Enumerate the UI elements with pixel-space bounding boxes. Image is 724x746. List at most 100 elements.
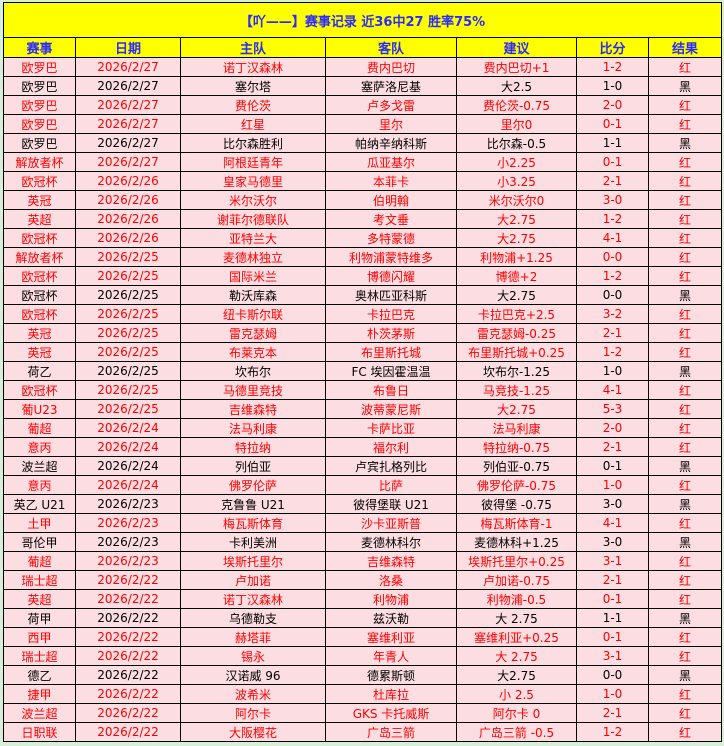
- tip-cell: 卡拉巴克+2.5: [456, 304, 577, 324]
- col-header-result: 结果: [647, 37, 723, 58]
- table-row: 哥伦甲 2026/2/23 卡利美洲 麦德林科尔 麦德林科+1.25 3-0 黑: [3, 532, 723, 552]
- date-cell: 2026/2/27: [75, 95, 181, 115]
- league-cell: 捷甲: [3, 684, 76, 704]
- date-cell: 2026/2/23: [75, 494, 181, 514]
- date-cell: 2026/2/27: [75, 133, 181, 153]
- away-team-cell: 帕纳辛纳科斯: [325, 133, 457, 153]
- away-team-cell: 布鲁日: [325, 380, 457, 400]
- tip-cell: 阿尔卡 0: [456, 703, 577, 723]
- result-cell: 黑: [647, 76, 723, 96]
- score-cell: 1-1: [576, 608, 649, 628]
- score-cell: 3-1: [576, 646, 649, 666]
- date-cell: 2026/2/23: [75, 532, 181, 552]
- league-cell: 欧冠杯: [3, 171, 76, 191]
- home-team-cell: 勒沃库森: [180, 285, 326, 305]
- result-cell: 红: [647, 95, 723, 115]
- league-cell: 英冠: [3, 342, 76, 362]
- result-cell: 红: [647, 57, 723, 77]
- result-cell: 红: [647, 304, 723, 324]
- tip-cell: 彼得堡 -0.75: [456, 494, 577, 514]
- league-cell: 英超: [3, 209, 76, 229]
- home-team-cell: 纽卡斯尔联: [180, 304, 326, 324]
- score-cell: 2-1: [576, 171, 649, 191]
- score-cell: 3-0: [576, 532, 649, 552]
- league-cell: 英超: [3, 589, 76, 609]
- date-cell: 2026/2/25: [75, 247, 181, 267]
- table-row: 土甲 2026/2/23 梅瓦斯体育 沙卡亚斯普 梅瓦斯体育-1 4-1 红: [3, 513, 723, 533]
- result-cell: 黑: [647, 285, 723, 305]
- table-row: 欧冠杯 2026/2/25 勒沃库森 奥林匹亚科斯 大2.75 0-0 黑: [3, 285, 723, 305]
- table-row: 欧罗巴 2026/2/27 诺丁汉森林 费内巴切 费内巴切+1 1-2 红: [3, 57, 723, 77]
- score-cell: 1-0: [576, 361, 649, 381]
- table-row: 欧冠杯 2026/2/26 亚特兰大 多特蒙德 大2.75 4-1 红: [3, 228, 723, 248]
- tip-cell: 卢加诺-0.75: [456, 570, 577, 590]
- away-team-cell: 卢宾扎格列比: [325, 456, 457, 476]
- league-cell: 解放者杯: [3, 152, 76, 172]
- league-cell: 葡超: [3, 418, 76, 438]
- result-cell: 红: [647, 399, 723, 419]
- league-cell: 日职联: [3, 722, 76, 742]
- table-row: 英冠 2026/2/25 布莱克本 布里斯托城 布里斯托城+0.25 1-2 红: [3, 342, 723, 362]
- tip-cell: 埃斯托里尔+0.25: [456, 551, 577, 571]
- away-team-cell: 本菲卡: [325, 171, 457, 191]
- result-cell: 红: [647, 646, 723, 666]
- away-team-cell: 多特蒙德: [325, 228, 457, 248]
- tip-cell: 马竞技-1.25: [456, 380, 577, 400]
- away-team-cell: 朴茨茅斯: [325, 323, 457, 343]
- home-team-cell: 塞尔塔: [180, 76, 326, 96]
- result-cell: 红: [647, 209, 723, 229]
- score-cell: 1-2: [576, 342, 649, 362]
- date-cell: 2026/2/25: [75, 399, 181, 419]
- date-cell: 2026/2/22: [75, 570, 181, 590]
- date-cell: 2026/2/22: [75, 684, 181, 704]
- date-cell: 2026/2/23: [75, 551, 181, 571]
- table-row: 英超 2026/2/22 诺丁汉森林 利物浦 利物浦-0.5 0-1 红: [3, 589, 723, 609]
- date-cell: 2026/2/27: [75, 152, 181, 172]
- away-team-cell: 里尔: [325, 114, 457, 134]
- table-row: 荷甲 2026/2/22 乌德勒支 兹沃勒大 2.75 1-1 黑: [3, 608, 723, 628]
- score-cell: 4-1: [576, 228, 649, 248]
- league-cell: 欧冠杯: [3, 285, 76, 305]
- score-cell: 2-1: [576, 323, 649, 343]
- home-team-cell: 比尔森胜利: [180, 133, 326, 153]
- result-cell: 红: [647, 190, 723, 210]
- away-team-cell: 比萨: [325, 475, 457, 495]
- table-row: 欧罗巴 2026/2/27 费伦茨 卢多戈雷 费伦茨-0.75 2-0 红: [3, 95, 723, 115]
- date-cell: 2026/2/24: [75, 437, 181, 457]
- tip-cell: 费内巴切+1: [456, 57, 577, 77]
- away-team-cell: 考文垂: [325, 209, 457, 229]
- home-team-cell: 大阪樱花: [180, 722, 326, 742]
- table-row: 英乙 U21 2026/2/23 克鲁鲁 U21 彼得堡联 U21 彼得堡 -0.75 3…: [3, 494, 723, 514]
- league-cell: 欧冠杯: [3, 266, 76, 286]
- score-cell: 0-1: [576, 456, 649, 476]
- away-team-cell: 彼得堡联 U21: [325, 494, 457, 514]
- tip-cell: 列伯亚-0.75: [456, 456, 577, 476]
- score-cell: 1-2: [576, 209, 649, 229]
- date-cell: 2026/2/25: [75, 323, 181, 343]
- tip-cell: 广岛三箭 -0.5: [456, 722, 577, 742]
- home-team-cell: 皇家马德里: [180, 171, 326, 191]
- date-cell: 2026/2/22: [75, 589, 181, 609]
- table-row: 欧冠杯 2026/2/26 皇家马德里 本菲卡 小3.25 2-1 红: [3, 171, 723, 191]
- result-cell: 黑: [647, 532, 723, 552]
- league-cell: 欧罗巴: [3, 76, 76, 96]
- tip-cell: 博德+2: [456, 266, 577, 286]
- table-row: 波兰超 2026/2/22 阿尔卡 GKS 卡托威斯 阿尔卡 0 2-1 红: [3, 703, 723, 723]
- result-cell: 红: [647, 475, 723, 495]
- away-team-cell: 卡拉巴克: [325, 304, 457, 324]
- date-cell: 2026/2/22: [75, 703, 181, 723]
- score-cell: 1-2: [576, 57, 649, 77]
- score-cell: 1-0: [576, 684, 649, 704]
- table-row: 西甲 2026/2/22 赫塔菲 塞维利亚 塞维利亚+0.25 0-1 红: [3, 627, 723, 647]
- tip-cell: 梅瓦斯体育-1: [456, 513, 577, 533]
- score-cell: 1-0: [576, 475, 649, 495]
- home-team-cell: 克鲁鲁 U21: [180, 494, 326, 514]
- league-cell: 欧冠杯: [3, 304, 76, 324]
- score-cell: 1-0: [576, 76, 649, 96]
- tip-cell: 大2.75: [456, 285, 577, 305]
- tip-cell: 大2.75: [456, 228, 577, 248]
- home-team-cell: 埃斯托里尔: [180, 551, 326, 571]
- date-cell: 2026/2/25: [75, 342, 181, 362]
- away-team-cell: 福尔利: [325, 437, 457, 457]
